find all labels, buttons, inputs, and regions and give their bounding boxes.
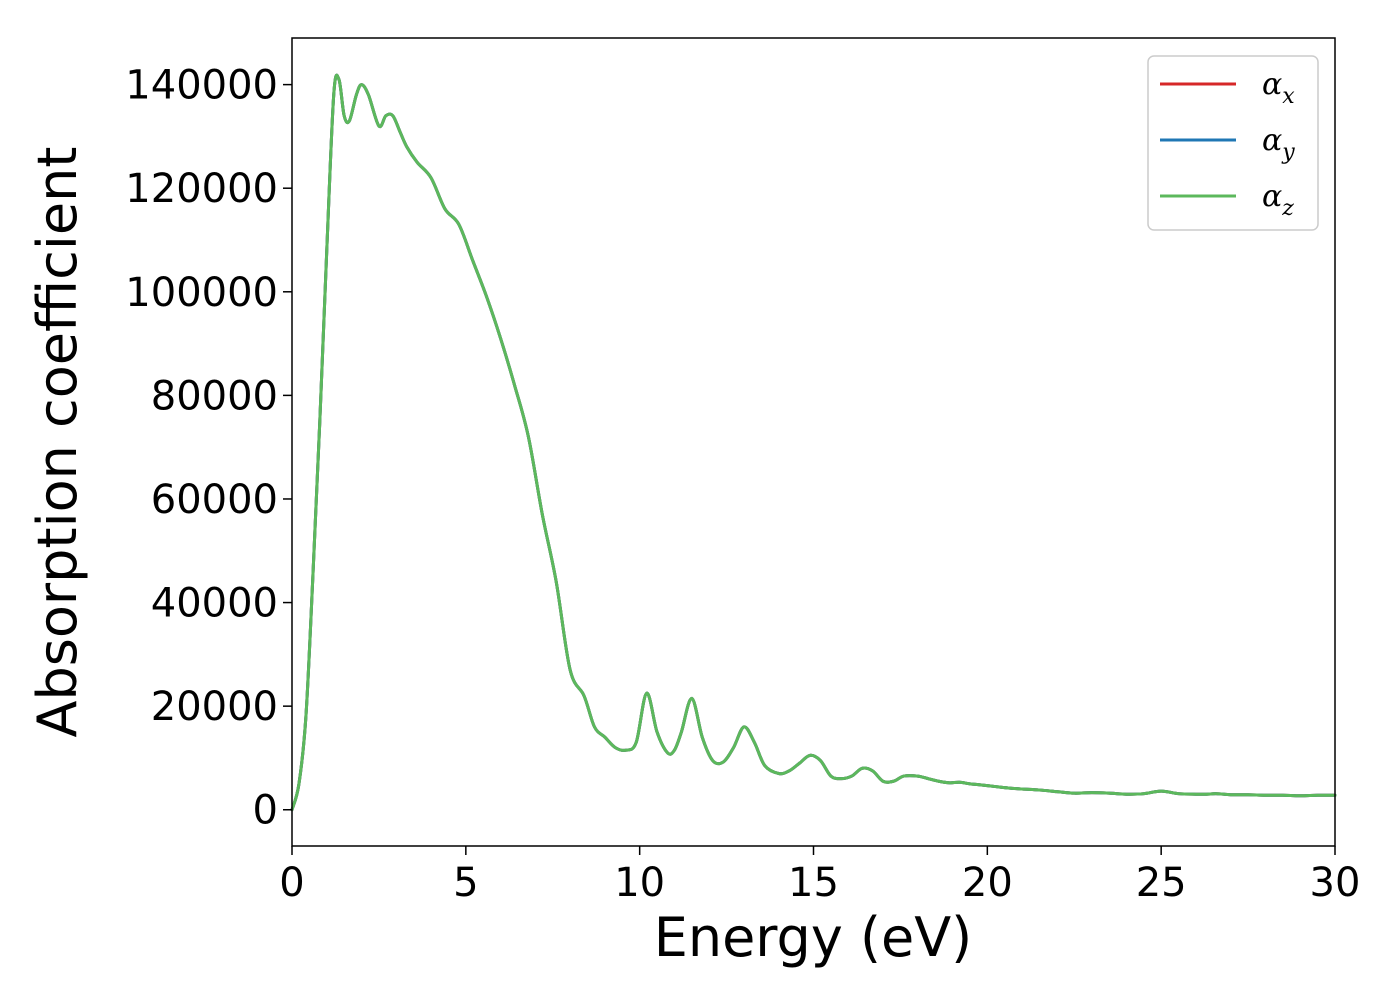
legend: αx αy αz — [1147, 55, 1319, 231]
y-tick-label: 20000 — [151, 684, 278, 730]
y-tick-label: 140000 — [125, 63, 278, 109]
y-axis-ticks: 0 20000 40000 60000 80000 100000 120000 140000 — [125, 63, 292, 834]
x-axis-ticks: 0 5 10 15 20 25 30 — [279, 846, 1360, 906]
x-tick-label: 0 — [279, 860, 304, 906]
legend-box — [1147, 55, 1319, 231]
y-axis-title: Absorption coefficient — [26, 147, 89, 738]
y-tick-label: 80000 — [151, 373, 278, 419]
y-tick-label: 0 — [253, 788, 278, 834]
x-tick-label: 5 — [453, 860, 478, 906]
y-tick-label: 100000 — [125, 270, 278, 316]
x-tick-label: 15 — [788, 860, 839, 906]
x-tick-label: 20 — [962, 860, 1013, 906]
legend-label-y: αy — [1262, 123, 1295, 165]
legend-label-x: αx — [1262, 67, 1295, 109]
series-line-3 — [290, 73, 1337, 812]
x-axis-title: Energy (eV) — [654, 906, 973, 969]
series-layer — [290, 73, 1337, 812]
x-tick-label: 10 — [614, 860, 665, 906]
y-tick-label: 120000 — [125, 166, 278, 212]
y-tick-label: 60000 — [151, 477, 278, 523]
legend-label-z: αz — [1262, 179, 1294, 221]
x-tick-label: 25 — [1136, 860, 1187, 906]
y-tick-label: 40000 — [151, 581, 278, 627]
x-tick-label: 30 — [1310, 860, 1361, 906]
